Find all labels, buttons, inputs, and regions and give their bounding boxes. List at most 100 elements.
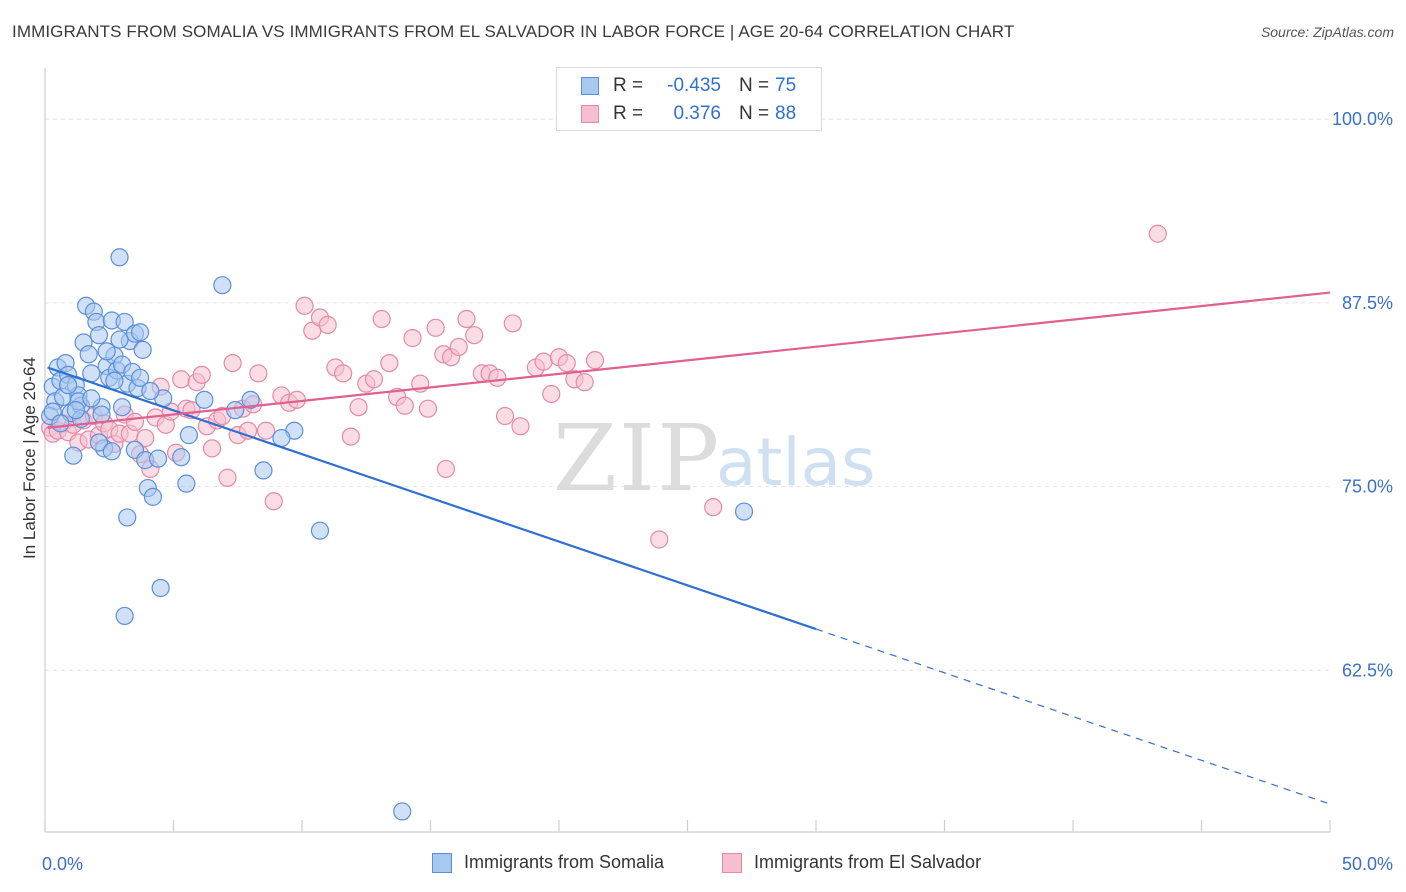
data-point <box>130 323 150 342</box>
data-point <box>395 396 414 415</box>
data-point <box>650 530 669 549</box>
data-point <box>115 606 134 626</box>
correlation-legend: R = -0.435 N = 75 R = 0.376 N = 88 <box>556 67 822 131</box>
y-tick-label: 75.0% <box>1342 477 1393 497</box>
data-point <box>295 296 314 315</box>
data-point <box>495 406 515 426</box>
data-point <box>125 412 145 431</box>
data-point <box>64 446 83 465</box>
data-point <box>488 368 507 387</box>
axes <box>44 68 1331 833</box>
data-point <box>112 398 132 417</box>
data-point <box>241 390 260 409</box>
chart-source: Source: ZipAtlas.com <box>1260 24 1394 40</box>
data-point <box>393 802 412 821</box>
data-point <box>115 312 134 332</box>
data-point <box>151 578 170 598</box>
data-point <box>249 364 268 383</box>
data-point <box>372 309 391 329</box>
trend-lines <box>47 291 1331 805</box>
data-point <box>110 330 129 349</box>
data-point <box>418 399 438 418</box>
y-axis-label: In Labor Force | Age 20-64 <box>20 357 39 559</box>
r-value: 0.376 <box>673 103 721 124</box>
y-tick-label: 100.0% <box>1332 109 1393 129</box>
data-point <box>223 354 242 373</box>
data-point <box>449 337 468 357</box>
data-point <box>511 417 530 436</box>
elsalvador-trendline <box>47 291 1331 429</box>
data-point <box>172 448 191 467</box>
somalia-trendline-extension <box>815 628 1331 805</box>
data-point <box>503 314 522 333</box>
n-value: 75 <box>775 75 797 96</box>
legend-label: Immigrants from El Salvador <box>754 852 982 872</box>
data-point <box>1148 224 1167 243</box>
legend-label: Immigrants from Somalia <box>464 852 665 872</box>
elsalvador-swatch <box>722 852 742 873</box>
data-point <box>254 461 273 480</box>
y-tick-label: 87.5% <box>1342 293 1393 313</box>
x-tick-label: 0.0% <box>42 854 83 874</box>
data-point <box>534 352 553 371</box>
legend-item-elsalvador[interactable]: Immigrants from El Salvador <box>722 852 981 873</box>
tick-labels: 100.0% 87.5% 75.0% 62.5% 0.0% 50.0% <box>42 109 1393 874</box>
data-point <box>380 354 399 373</box>
data-point <box>59 376 78 395</box>
data-point <box>192 365 211 384</box>
somalia-swatch <box>581 77 599 95</box>
n-label: N = <box>739 75 770 96</box>
r-label: R = <box>613 103 644 124</box>
data-point <box>310 521 330 540</box>
data-point <box>102 442 121 461</box>
data-point <box>89 433 109 452</box>
n-value: 88 <box>775 103 797 124</box>
legend-row-somalia: R = -0.435 N = 75 <box>581 75 796 97</box>
r-label: R = <box>613 75 644 96</box>
data-point <box>264 492 283 511</box>
n-label: N = <box>739 103 770 124</box>
data-point <box>341 427 360 446</box>
data-point <box>79 345 98 364</box>
data-point <box>66 401 85 420</box>
legend-row-elsalvador: R = 0.376 N = 88 <box>581 103 796 125</box>
elsalvador-swatch <box>581 105 599 123</box>
data-point <box>426 318 445 337</box>
data-point <box>51 414 70 433</box>
data-point <box>542 384 561 404</box>
data-point <box>195 390 214 409</box>
data-point <box>364 370 384 389</box>
x-tick-label: 50.0% <box>1342 854 1393 874</box>
data-point <box>557 354 576 373</box>
data-point <box>136 428 155 448</box>
watermark: ZIP atlas <box>553 405 876 512</box>
data-point <box>177 474 196 493</box>
data-point <box>82 389 101 408</box>
watermark-zip: ZIP <box>553 405 721 512</box>
data-point <box>143 487 163 506</box>
legend-item-somalia[interactable]: Immigrants from Somalia <box>432 852 664 873</box>
r-value: -0.435 <box>667 75 721 96</box>
data-point <box>179 426 199 445</box>
somalia-swatch <box>432 852 452 873</box>
data-point <box>141 381 160 401</box>
data-point <box>133 340 152 359</box>
chart-title: IMMIGRANTS FROM SOMALIA VS IMMIGRANTS FR… <box>12 22 1015 41</box>
data-point <box>704 498 723 517</box>
data-point <box>172 370 191 389</box>
data-point <box>457 309 476 329</box>
data-point <box>202 439 222 458</box>
data-point <box>110 248 129 267</box>
data-point <box>436 459 456 479</box>
data-point <box>334 364 353 383</box>
data-point <box>256 421 276 440</box>
y-tick-label: 62.5% <box>1342 660 1393 680</box>
data-point <box>585 351 605 370</box>
data-point <box>148 449 168 468</box>
data-point <box>403 329 422 348</box>
data-point <box>226 401 245 420</box>
somalia-points <box>41 248 754 821</box>
data-point <box>97 342 116 361</box>
data-point <box>130 368 150 387</box>
